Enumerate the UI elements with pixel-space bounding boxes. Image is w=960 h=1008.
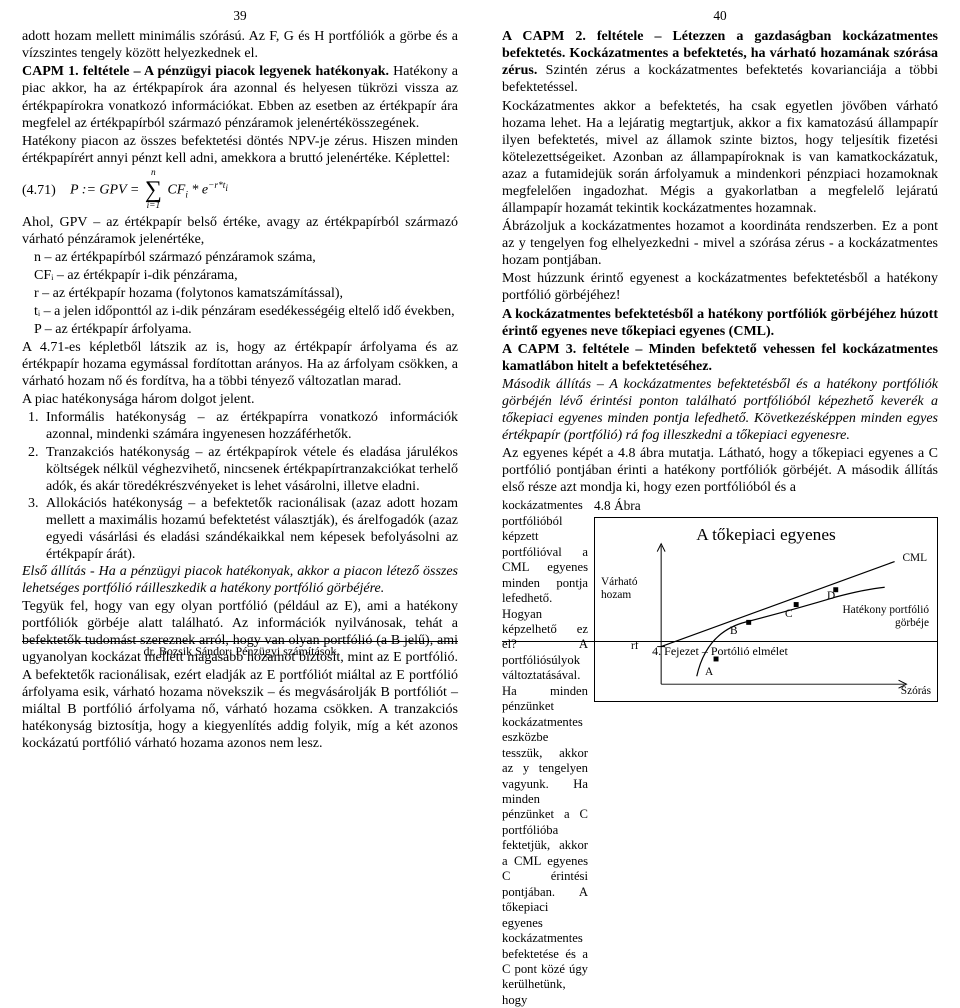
sigma-icon: n ∑ i=1 [145, 169, 162, 212]
footer-rule [502, 641, 938, 642]
page: 39 adott hozam mellett minimális szórású… [0, 0, 960, 665]
para: A CAPM 3. feltétele – Minden befektető v… [502, 341, 938, 375]
para-italic: Első állítás - Ha a pénzügyi piacok haté… [22, 563, 458, 597]
para: CFᵢ – az értékpapír i-dik pénzárama, [22, 267, 458, 284]
footer-right: 4. Fejezet – Portólió elmélet [480, 641, 960, 659]
para: Tegyük fel, hogy van egy olyan portfólió… [22, 598, 458, 752]
para: Hatékony piacon az összes befektetési dö… [22, 133, 458, 167]
formula: (4.71) P := GPV = n ∑ i=1 CFi * e−r*ti [22, 169, 458, 212]
para: A piac hatékonysága három dolgot jelent. [22, 391, 458, 408]
para-italic: Második állítás – A kockázatmentes befek… [502, 376, 938, 444]
footer-text: 4. Fejezet – Portólió elmélet [652, 644, 788, 658]
list-text: Tranzakciós hatékonyság – az értékpapíro… [46, 444, 458, 495]
para: adott hozam mellett minimális szórású. A… [22, 28, 458, 62]
para: CAPM 1. feltétele – A pénzügyi piacok le… [22, 63, 458, 131]
chart-title: A tőkepiaci egyenes [595, 524, 937, 545]
x-axis-label: Szórás [901, 685, 931, 699]
para: Kockázatmentes akkor a befektetés, ha cs… [502, 98, 938, 218]
para: n – az értékpapírból származó pénzáramok… [22, 249, 458, 266]
curve-label: Hatékony portfólió görbéje [842, 604, 929, 632]
footer-rule [22, 641, 458, 642]
list-item: 3. Allokációs hatékonyság – a befektetők… [22, 495, 458, 563]
para: A kockázatmentes befektetésből a hatékon… [502, 306, 938, 340]
chart-container: 4.8 Ábra A tőkepiaci egyenes [594, 498, 938, 1008]
para: Ahol, GPV – az értékpapír belső értéke, … [22, 214, 458, 248]
page-number-left: 39 [22, 8, 458, 24]
text-run: Szintén zérus a kockázatmentes befekteté… [502, 63, 938, 95]
capm-chart: A tőkepiaci egyenes [594, 517, 938, 702]
bold-run: A CAPM 3. feltétele – Minden befektető v… [502, 342, 938, 374]
footer-text: dr. Bozsik Sándor: Pénzügyi számítások [144, 644, 337, 658]
para: Ábrázoljuk a kockázatmentes hozamot a ko… [502, 218, 938, 269]
left-column: 39 adott hozam mellett minimális szórású… [0, 0, 480, 665]
para: r – az értékpapír hozama (folytonos kama… [22, 285, 458, 302]
list-text: Informális hatékonyság – az értékpapírra… [46, 409, 458, 443]
side-text: Hogyan képzelhető ez el? A portfóliósúly… [502, 607, 588, 1007]
y-axis-label: Várható hozam [601, 576, 638, 604]
page-number-right: 40 [502, 8, 938, 24]
chart-row: kockázatmentes portfólióból képzett port… [502, 498, 938, 1008]
list-number: 1. [22, 409, 46, 443]
bold-run: A kockázatmentes befektetésből a hatékon… [502, 307, 938, 339]
list-item: 1. Informális hatékonyság – az értékpapí… [22, 409, 458, 443]
right-column: 40 A CAPM 2. feltétele – Létezzen a gazd… [480, 0, 960, 665]
chart-side-text: kockázatmentes portfólióból képzett port… [502, 498, 588, 1008]
para: A 4.71-es képletből látszik az is, hogy … [22, 339, 458, 390]
list-number: 2. [22, 444, 46, 495]
para: Az egyenes képét a 4.8 ábra mutatja. Lát… [502, 445, 938, 496]
formula-body: P := GPV = n ∑ i=1 CFi * e−r*ti [70, 169, 228, 212]
para: tᵢ – a jelen időponttól az i-dik pénzára… [22, 303, 458, 320]
chart-caption: 4.8 Ábra [594, 498, 938, 514]
bold-run: CAPM 1. feltétele – A pénzügyi piacok le… [22, 64, 389, 79]
formula-number: (4.71) [22, 182, 70, 199]
side-text: kockázatmentes portfólióból képzett port… [502, 498, 588, 605]
para: P – az értékpapír árfolyama. [22, 321, 458, 338]
point-label-d: D [827, 590, 835, 604]
list-item: 2. Tranzakciós hatékonyság – az értékpap… [22, 444, 458, 495]
point-label-c: C [785, 608, 793, 622]
footer-left: dr. Bozsik Sándor: Pénzügyi számítások [0, 641, 480, 659]
cml-label: CML [902, 552, 927, 566]
list-text: Allokációs hatékonyság – a befektetők ra… [46, 495, 458, 563]
list-number: 3. [22, 495, 46, 563]
point-label-b: B [730, 625, 738, 639]
para: Most húzzunk érintő egyenest a kockázatm… [502, 270, 938, 304]
point-label-a: A [705, 666, 713, 680]
para: A CAPM 2. feltétele – Létezzen a gazdasá… [502, 28, 938, 96]
